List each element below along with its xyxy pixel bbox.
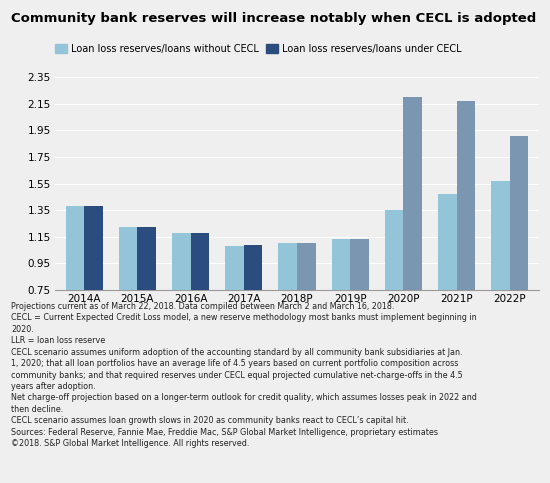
Text: Community bank reserves will increase notably when CECL is adopted: Community bank reserves will increase no… xyxy=(11,12,536,25)
Text: Projections current as of March 22, 2018. Data compiled between March 2 and Marc: Projections current as of March 22, 2018… xyxy=(11,302,477,448)
Bar xyxy=(244,244,262,290)
Legend: Loan loss reserves/loans without CECL, Loan loss reserves/loans under CECL: Loan loss reserves/loans without CECL, L… xyxy=(55,44,461,54)
Bar xyxy=(191,233,209,290)
Bar xyxy=(332,239,350,290)
Bar xyxy=(350,239,369,290)
Bar xyxy=(119,227,138,290)
Bar xyxy=(138,227,156,290)
Bar xyxy=(65,206,84,290)
Bar xyxy=(297,243,316,290)
Bar xyxy=(385,210,403,290)
Bar xyxy=(403,97,422,290)
Bar xyxy=(456,101,475,290)
Bar xyxy=(438,194,456,290)
Bar xyxy=(278,243,297,290)
Bar xyxy=(491,181,510,290)
Bar xyxy=(172,233,191,290)
Bar xyxy=(84,206,103,290)
Bar xyxy=(225,246,244,290)
Bar xyxy=(510,136,529,290)
